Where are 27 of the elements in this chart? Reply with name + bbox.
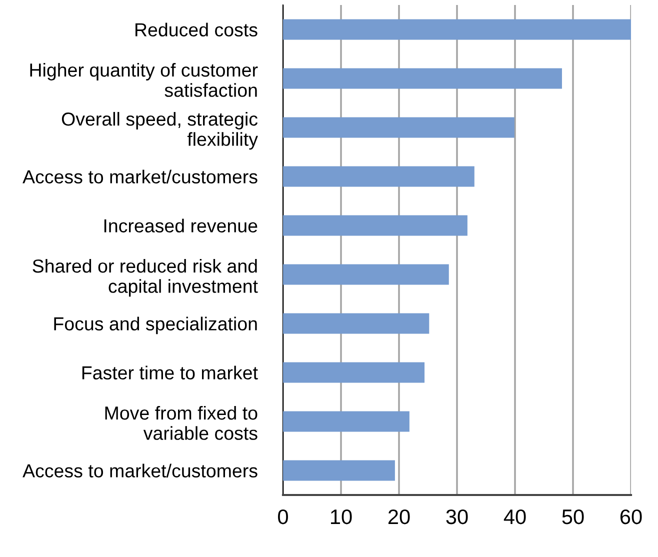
bar xyxy=(283,117,514,138)
x-tick-label: 30 xyxy=(446,509,468,524)
x-tick-label: 50 xyxy=(562,509,584,524)
x-tick-label: 60 xyxy=(620,509,642,524)
x-tick-label: 10 xyxy=(331,509,352,524)
y-tick-label: Higher quantity of customer satisfaction xyxy=(30,62,258,97)
y-tick-label: Focus and specialization xyxy=(54,316,257,334)
y-tick-label: Shared or reduced risk and capital investment xyxy=(32,258,258,297)
y-tick-label: Faster time to market xyxy=(82,366,258,380)
bar xyxy=(283,19,631,40)
x-tick-label: 0 xyxy=(278,509,288,524)
bar xyxy=(283,411,410,432)
bar xyxy=(283,166,474,187)
y-tick-label: Increased revenue xyxy=(104,218,258,232)
bar xyxy=(283,215,468,236)
y-tick-label: Move from fixed to variable costs xyxy=(105,406,258,440)
y-tick-label: Access to market/customers xyxy=(22,464,258,478)
y-tick-label: Reduced costs xyxy=(136,22,258,36)
bar xyxy=(283,313,430,334)
y-tick-label: Overall speed, strategic flexibility xyxy=(62,112,258,150)
bar xyxy=(283,362,425,383)
bar xyxy=(283,68,562,89)
bar xyxy=(283,460,395,481)
x-tick-label: 20 xyxy=(388,509,410,524)
x-tick-label: 40 xyxy=(504,509,526,524)
bar xyxy=(283,264,449,285)
y-tick-label: Access to market/customers xyxy=(22,170,258,184)
